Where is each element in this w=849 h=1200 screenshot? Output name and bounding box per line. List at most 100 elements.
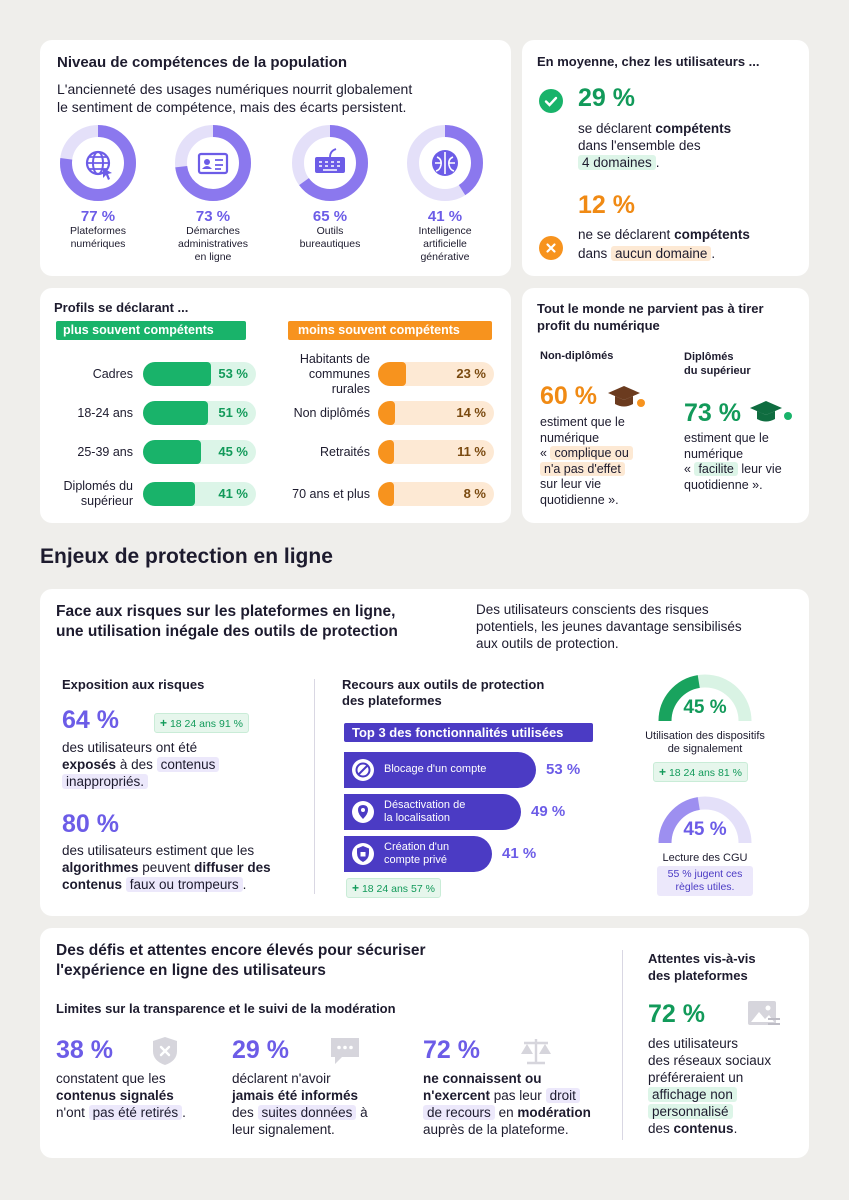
profile-label: 70 ans et plus [292,486,370,501]
shield-cross-icon [150,1035,180,1072]
profile-bar: 41 % [143,482,256,506]
not-informed-pct: 29 % [232,1036,289,1064]
profiles-title: Profils se déclarant ... [54,300,189,315]
keyboard-icon [315,148,345,173]
divider [622,950,623,1140]
profile-bar-value: 14 % [456,405,486,420]
exposure-pct: 64 % [62,706,119,734]
cgu-note: 55 % jugent ces règles utiles. [657,866,753,896]
profile-bar-fill [378,482,394,506]
non-graduates-heading: Non-diplômés [540,350,614,362]
unremoved-pct: 38 % [56,1036,113,1064]
challenges-card: Des défis et attentes encore élevés pour… [40,928,809,1158]
profile-bar: 23 % [378,362,494,386]
feature-bar: Blocage d'un compte [344,752,536,788]
profile-bar-fill [143,440,201,464]
profile-bar-fill [378,440,394,464]
feature-bar: Désactivation de la localisation [344,794,521,830]
not-informed-text: déclarent n'avoir jamais été informés de… [232,1071,368,1137]
id-card-icon [197,152,229,175]
profile-label: Habitants de communes rurales [299,351,370,396]
unremoved-text: constatent que les contenus signalés n'o… [56,1071,186,1120]
benefit-card: Tout le monde ne parvient pas à tirer pr… [522,288,809,523]
competence-item-label: 73 % Démarches administratives en ligne [177,208,249,263]
recourse-pct: 72 % [423,1036,480,1064]
more-competent-tag: plus souvent compétents [56,321,246,340]
expectations-pct: 72 % [648,1000,705,1028]
gauge-fill [658,675,701,722]
algorithms-pct: 80 % [62,810,119,838]
feature-label: Blocage d'un compte [384,763,487,775]
profile-label: Cadres [92,366,133,381]
average-a-text: se déclarent compétents dans l'ensemble … [578,121,732,170]
divider [314,679,315,894]
donut-arc [292,125,368,201]
expectations-heading: Attentes vis-à-vis des plateformes [648,951,756,983]
competence-donuts [60,125,483,201]
youth-badge: + 18 24 ans 91 % [154,713,249,733]
profile-label: Non diplômés [293,405,370,420]
profile-bar-value: 41 % [218,486,248,501]
profile-label: Diplomés du supérieur [63,479,133,508]
competence-card: Niveau de compétences de la population L… [40,40,511,276]
profile-bar-value: 45 % [218,444,248,459]
profile-label: 18-24 ans [77,405,133,420]
cgu-pct: 45 % [683,819,727,840]
reporting-pct: 45 % [683,697,727,718]
donut-arc [175,125,251,201]
brain-circuit-icon [432,150,458,176]
profile-bar: 14 % [378,401,494,425]
donut-arc [407,125,483,201]
cgu-label: Lecture des CGU [662,852,748,864]
graduates-pct: 73 % [684,399,741,427]
risks-card: Face aux risques sur les plateformes en … [40,589,809,916]
profile-bar-fill [378,362,406,386]
competence-item-label: 41 % Intelligence artificielle générative [418,208,472,263]
competence-item-label: 65 % Outils bureautiques [299,208,361,250]
youth-badge: + 18 24 ans 57 % [346,878,441,898]
competence-item-label: 77 % Plateformes numériques [69,208,127,250]
profile-bar-value: 53 % [218,366,248,381]
profiles-card: Profils se déclarant ... plus souvent co… [40,288,511,523]
challenges-title: Des défis et attentes encore élevés pour… [56,942,426,979]
feature-value: 49 % [531,803,566,820]
graduates-heading: Diplômés du supérieur [684,351,751,377]
less-competent-tag: moins souvent compétents [288,321,492,340]
gauge-fill [658,797,701,844]
profile-bar-value: 51 % [218,405,248,420]
feature-label: Désactivation de la localisation [384,799,466,824]
average-card: En moyenne, chez les utilisateurs ... 29… [522,40,809,276]
graduates-text: estiment que le numérique « facilite leu… [684,431,782,492]
reporting-label: Utilisation des dispositifs de signaleme… [645,730,765,755]
profile-bar: 51 % [143,401,256,425]
check-icon [539,89,563,113]
top3-tag: Top 3 des fonctionnalités utilisées [344,723,593,742]
competence-donut [175,125,251,201]
average-b-text: ne se déclarent compétents dans aucun do… [578,227,750,261]
profile-bar-value: 11 % [457,444,486,459]
profile-bar: 11 % [378,440,494,464]
average-a-pct: 29 % [578,84,635,112]
risks-title: Face aux risques sur les plateformes en … [56,603,398,640]
exposure-heading: Exposition aux risques [62,677,205,692]
graduation-cap-icon [748,398,792,431]
image-settings-icon [746,998,782,1035]
youth-badge: + 18 24 ans 81 % [653,762,748,782]
reporting-gauge [658,674,752,722]
profile-label: 25-39 ans [77,444,133,459]
benefit-title: Tout le monde ne parvient pas à tirer pr… [537,301,764,333]
profile-bar: 45 % [143,440,256,464]
competence-donut [292,125,368,201]
non-graduates-text: estiment que le numérique « complique ou… [540,415,633,508]
chat-bubble-icon [328,1035,362,1072]
profile-label: Retraités [319,444,370,459]
profile-bar: 53 % [143,362,256,386]
feature-value: 41 % [502,845,537,862]
donut-arc [60,125,136,201]
challenges-subtitle: Limites sur la transparence et le suivi … [56,1001,396,1016]
cgu-gauge [658,796,752,844]
globe-cursor-icon [85,150,112,180]
cross-icon [539,236,563,260]
average-title: En moyenne, chez les utilisateurs ... [537,54,760,69]
shield-lock-icon [352,843,374,865]
